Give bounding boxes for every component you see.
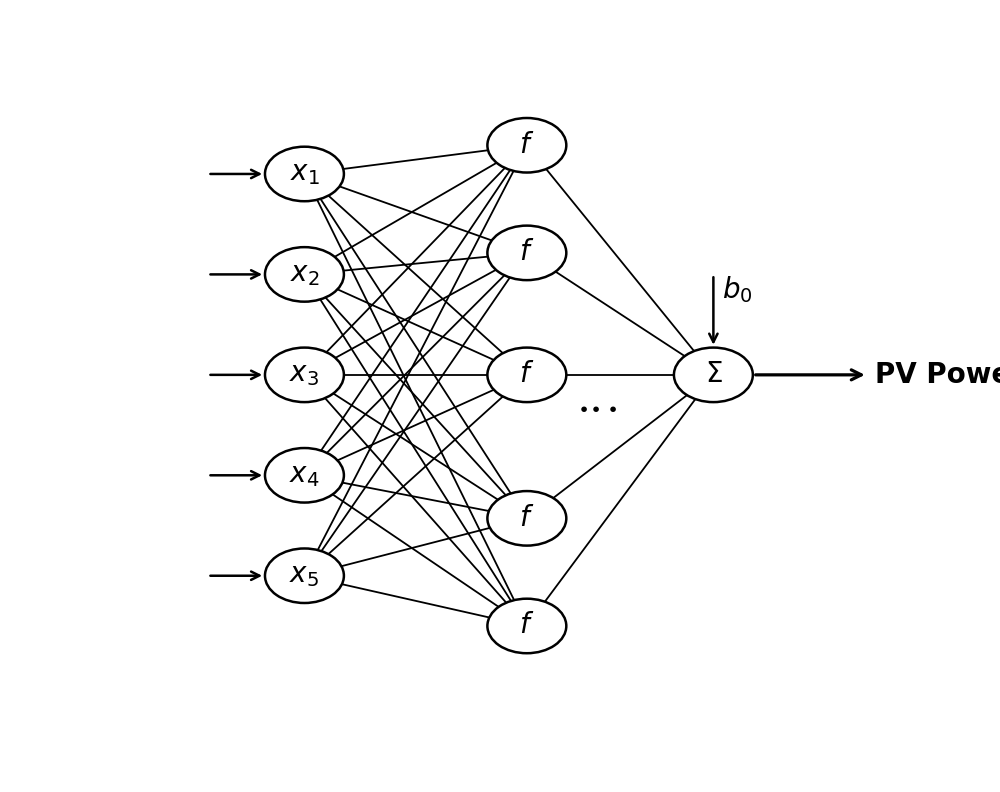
Text: $x_5$: $x_5$	[289, 562, 319, 589]
Text: $f$: $f$	[519, 505, 534, 532]
Ellipse shape	[487, 118, 566, 173]
Ellipse shape	[487, 491, 566, 546]
Text: $b_0$: $b_0$	[722, 274, 753, 305]
Ellipse shape	[265, 448, 344, 503]
Ellipse shape	[487, 226, 566, 280]
Ellipse shape	[487, 599, 566, 653]
Text: $\bullet\!\bullet\!\bullet$: $\bullet\!\bullet\!\bullet$	[577, 398, 617, 417]
Text: $x_4$: $x_4$	[289, 462, 320, 489]
Text: $f$: $f$	[519, 361, 534, 388]
Text: $f$: $f$	[519, 239, 534, 266]
Ellipse shape	[265, 348, 344, 402]
Text: PV Power: PV Power	[875, 361, 1000, 389]
Ellipse shape	[487, 348, 566, 402]
Text: $x_3$: $x_3$	[289, 361, 319, 388]
Ellipse shape	[265, 247, 344, 302]
Ellipse shape	[265, 549, 344, 603]
Text: $x_1$: $x_1$	[290, 161, 319, 188]
Ellipse shape	[674, 348, 753, 402]
Ellipse shape	[265, 147, 344, 201]
Text: $f$: $f$	[519, 612, 534, 639]
Text: $\Sigma$: $\Sigma$	[705, 361, 722, 388]
Text: $x_2$: $x_2$	[290, 261, 319, 288]
Text: $f$: $f$	[519, 131, 534, 158]
